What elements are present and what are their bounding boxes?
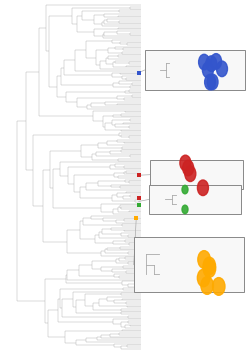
Circle shape [198,180,208,195]
Circle shape [182,185,188,194]
Circle shape [203,260,216,278]
Circle shape [203,257,215,275]
Circle shape [205,74,216,90]
Circle shape [202,62,213,78]
Circle shape [183,160,194,176]
FancyBboxPatch shape [150,160,242,189]
FancyBboxPatch shape [145,50,245,90]
FancyBboxPatch shape [134,237,244,292]
Circle shape [210,53,222,69]
Circle shape [207,74,218,90]
Circle shape [198,251,210,268]
FancyBboxPatch shape [149,185,241,214]
Circle shape [180,155,191,171]
Circle shape [197,269,210,287]
Circle shape [212,278,225,295]
Circle shape [185,166,196,182]
Circle shape [182,205,188,214]
Circle shape [216,61,228,76]
Circle shape [206,56,217,72]
Circle shape [201,277,213,295]
Circle shape [198,54,209,70]
